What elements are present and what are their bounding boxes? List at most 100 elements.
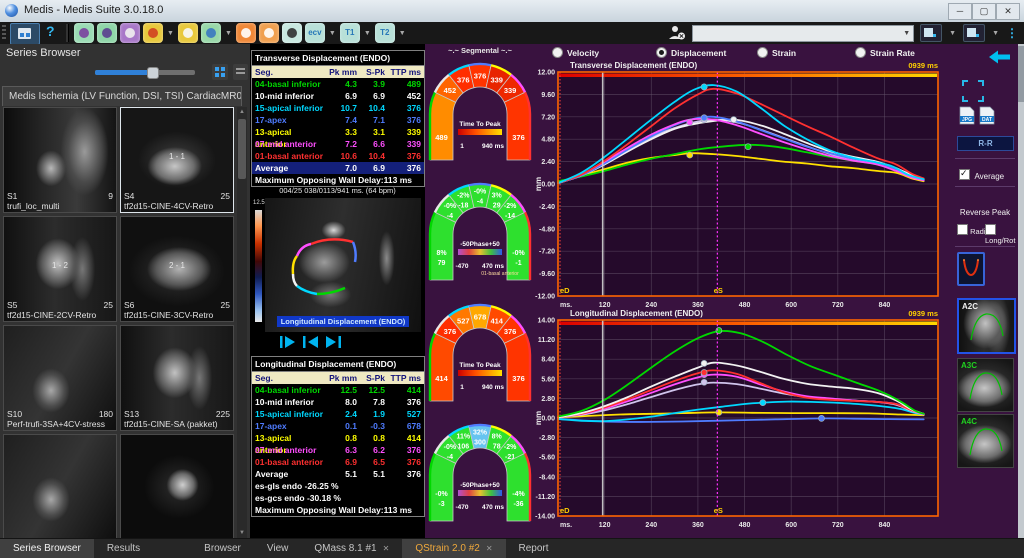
segment-7[interactable]	[503, 452, 531, 522]
app-icon-6[interactable]	[200, 23, 221, 43]
mode-radio-strain-rate[interactable]: Strain Rate	[855, 47, 915, 58]
study-tab[interactable]: Medis Ischemia (LV Function, DSI, TSI) C…	[2, 86, 242, 106]
series-thumbnail[interactable]	[3, 434, 117, 538]
radial-checkbox[interactable]	[957, 224, 968, 235]
app-tab-qstrain-2-0--2[interactable]: QStrain 2.0 #2 ✕	[402, 539, 506, 558]
thumbnail-size-slider[interactable]	[95, 67, 195, 79]
scroll-up-icon[interactable]: ▲	[239, 109, 245, 115]
average-checkbox[interactable]	[959, 169, 970, 180]
view-thumbnail-a2c[interactable]: A2C	[957, 298, 1016, 354]
help-button[interactable]: ?	[46, 23, 55, 39]
segment-1[interactable]	[429, 211, 457, 281]
panel-tab-series-browser[interactable]: Series Browser	[0, 539, 94, 558]
longrot-toggle[interactable]: Long/Rot	[985, 224, 1018, 245]
series-thumbnail[interactable]: S10 180 Perf-trufi-3SA+4CV-stress	[3, 325, 117, 431]
series-thumbnail[interactable]: S1 9 trufi_loc_multi	[3, 107, 117, 213]
mode-radio-strain[interactable]: Strain	[757, 47, 796, 58]
app-icon-8[interactable]	[258, 23, 279, 43]
legend-gradient-bar	[458, 370, 502, 376]
maximize-button[interactable]: ▢	[972, 3, 996, 20]
radio-icon[interactable]	[552, 47, 563, 58]
right-scrollbar[interactable]	[1018, 44, 1024, 558]
mode-radio-velocity[interactable]: Velocity	[552, 47, 599, 58]
segment-1[interactable]	[429, 91, 457, 161]
radio-icon[interactable]	[757, 47, 768, 58]
rr-interval-button[interactable]: R-R	[957, 136, 1014, 151]
list-view-button[interactable]	[233, 64, 248, 80]
value-spk: 7.8	[373, 397, 385, 407]
toolbar-grip[interactable]	[2, 25, 6, 41]
grid-view-button[interactable]	[212, 64, 228, 80]
segment-7[interactable]	[503, 91, 531, 161]
slider-knob[interactable]	[147, 67, 159, 79]
app-tab-qmass-8-1--1[interactable]: QMass 8.1 #1 ✕	[301, 539, 402, 558]
play-button[interactable]	[280, 336, 295, 348]
previous-frame-button[interactable]	[303, 336, 318, 348]
legend-gradient-bar	[458, 129, 502, 135]
series-thumbnail[interactable]: 1 - 2 S5 25 tf2d15-CINE-2CV-Retro	[3, 216, 117, 322]
segment-7[interactable]	[503, 332, 531, 402]
cine-viewport[interactable]: 004/25 038/0113/941 ms. (64 bpm) 12.5 Lo…	[250, 184, 425, 354]
chevron-down-icon[interactable]: ▼	[224, 29, 232, 37]
app-tab-report[interactable]: Report	[506, 539, 562, 558]
radio-icon[interactable]	[855, 47, 866, 58]
view-thumbnail-a3c[interactable]: A3C	[957, 358, 1014, 412]
app-icon-10[interactable]: ecv	[304, 23, 325, 43]
scroll-down-icon[interactable]: ▼	[239, 530, 245, 536]
radial-toggle[interactable]: Radial	[957, 224, 991, 236]
longrot-checkbox[interactable]	[985, 224, 996, 235]
series-thumbnail[interactable]: S13 225 tf2d15-CINE-SA (pakket)	[120, 325, 234, 431]
app-icon-7[interactable]	[235, 23, 256, 43]
chevron-down-icon[interactable]: ▼	[363, 29, 371, 37]
chevron-down-icon[interactable]: ▼	[992, 29, 999, 37]
table-row: 13-apical anterior 3.3 3.1 339	[252, 126, 424, 149]
app-icon-9[interactable]	[281, 23, 302, 43]
close-tab-icon[interactable]: ✕	[485, 544, 493, 553]
series-thumbnail[interactable]: 1 - 1 S4 25 tf2d15-CINE-4CV-Retro	[120, 107, 234, 213]
next-frame-button[interactable]	[326, 336, 341, 348]
app-tab-browser[interactable]: Browser	[191, 539, 254, 558]
series-browser-toggle-button[interactable]	[10, 23, 40, 45]
thumbnail-scrollbar[interactable]: ▲ ▼	[237, 107, 247, 538]
overflow-menu-icon[interactable]: ⋮	[1006, 26, 1018, 40]
app-icon-3[interactable]	[120, 23, 140, 43]
layout-button[interactable]	[920, 24, 943, 42]
export-jpg-icon[interactable]: JPG	[959, 106, 975, 125]
chevron-down-icon[interactable]: ▼	[398, 29, 406, 37]
app-icon-1[interactable]	[74, 23, 94, 43]
minimize-button[interactable]: ─	[948, 3, 972, 20]
chevron-down-icon[interactable]: ▼	[949, 29, 957, 37]
mri-image[interactable]: Longitudinal Displacement (ENDO)	[265, 198, 421, 332]
curve-fit-button[interactable]	[957, 252, 985, 286]
segment-tooltip: 01-basal anterior	[481, 271, 519, 277]
scrollbar-thumb[interactable]	[238, 119, 246, 179]
series-thumbnail[interactable]: 2 - 1 S6 25 tf2d15-CINE-3CV-Retro	[120, 216, 234, 322]
average-toggle[interactable]: Average	[959, 166, 1004, 184]
series-thumbnail[interactable]	[120, 434, 234, 538]
chevron-down-icon[interactable]: ▼	[328, 29, 336, 37]
user-session-icon[interactable]	[668, 25, 686, 41]
radio-icon[interactable]	[656, 47, 667, 58]
session-combobox[interactable]: ▼	[692, 24, 915, 42]
segment-1[interactable]	[429, 452, 457, 522]
export-dat-icon[interactable]: DAT	[979, 106, 995, 125]
close-button[interactable]: ✕	[996, 3, 1020, 20]
app-icon-11[interactable]: T1	[339, 23, 360, 43]
mode-radio-displacement[interactable]: Displacement	[656, 47, 726, 58]
reset-layout-button[interactable]	[963, 24, 986, 42]
scrollbar-thumb[interactable]	[1018, 46, 1024, 102]
panel-tab-results[interactable]: Results	[106, 543, 141, 554]
view-thumbnail-a4c[interactable]: A4C	[957, 414, 1014, 468]
app-tab-view[interactable]: View	[254, 539, 302, 558]
app-icon-5[interactable]	[177, 23, 198, 43]
value-pk: 6.9	[345, 457, 357, 467]
chevron-down-icon[interactable]: ▼	[167, 29, 174, 37]
segment-1[interactable]	[429, 332, 457, 402]
select-region-icon[interactable]	[962, 80, 984, 102]
back-arrow-icon[interactable]	[989, 50, 1010, 64]
segment-7[interactable]	[503, 211, 531, 281]
app-icon-2[interactable]	[97, 23, 117, 43]
app-icon-4[interactable]	[143, 23, 163, 43]
close-tab-icon[interactable]: ✕	[382, 544, 390, 553]
app-icon-12[interactable]: T2	[374, 23, 395, 43]
